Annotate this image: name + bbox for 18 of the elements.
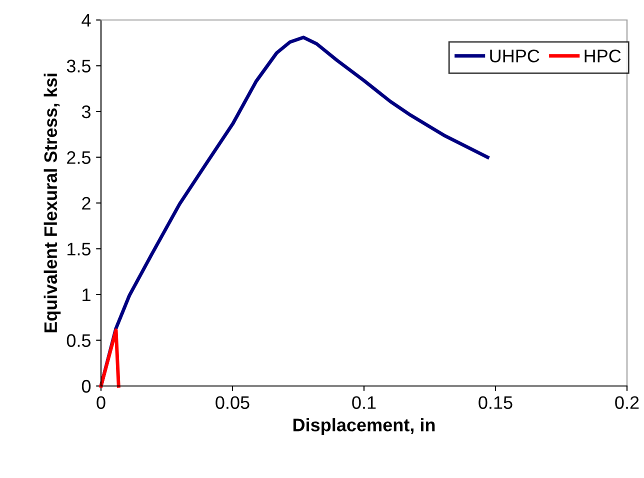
x-tick-label: 0 — [96, 396, 106, 409]
x-tick-label: 0.1 — [352, 396, 376, 409]
x-tick-label: 0.2 — [615, 396, 639, 409]
y-tick-label: 0 — [82, 380, 91, 393]
y-tick-label: 4 — [82, 14, 91, 27]
y-tick-label: 3 — [82, 105, 90, 118]
x-tick-label: 0.15 — [478, 396, 512, 409]
y-tick-label: 2.5 — [67, 151, 91, 164]
y-tick-label: 1.5 — [68, 242, 91, 256]
y-tick-label: 2 — [82, 196, 90, 210]
legend-label: UHPC — [490, 50, 540, 62]
legend-label: HPC — [584, 50, 621, 62]
y-tick-label: 0.5 — [66, 334, 91, 347]
y-tick-label: 3.5 — [66, 60, 91, 72]
y-tick-label: 1 — [82, 288, 90, 302]
x-axis-title: Displacement, in — [293, 418, 435, 435]
y-axis-title: Equivalent Flexural Stress, ksi — [44, 74, 61, 332]
x-tick-label: 0.05 — [216, 396, 250, 409]
